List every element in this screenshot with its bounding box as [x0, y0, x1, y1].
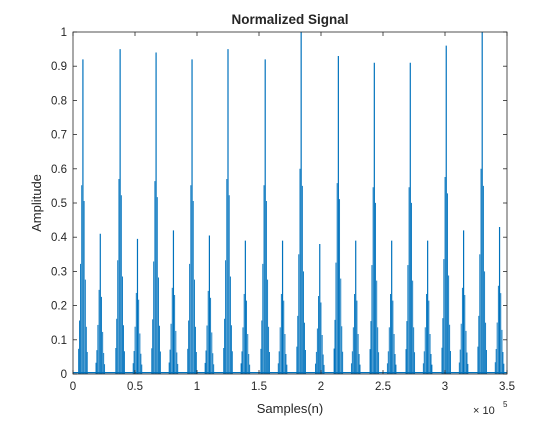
x-exponent-power: 5 [503, 400, 508, 409]
y-tick-label: 0 [61, 369, 67, 381]
y-tick-label: 0.6 [51, 164, 67, 176]
x-tick-label: 0 [70, 381, 76, 393]
signal-series [73, 32, 507, 374]
y-tick-label: 0.7 [51, 130, 67, 142]
y-tick-label: 0.1 [51, 335, 67, 347]
y-tick-label: 1 [61, 27, 67, 39]
y-tick-label: 0.8 [51, 95, 67, 107]
chart-title: Normalized Signal [231, 12, 348, 27]
y-tick-label: 0.3 [51, 266, 67, 278]
y-tick-label: 0.9 [51, 61, 67, 73]
x-tick-label: 0.5 [127, 381, 143, 393]
y-tick-label: 0.2 [51, 301, 67, 313]
y-axis: 0 0.1 0.2 0.3 0.4 0.5 0.6 0.7 0.8 0.9 1 [51, 27, 507, 381]
x-tick-label: 1 [194, 381, 200, 393]
x-tick-label: 1.5 [251, 381, 267, 393]
y-tick-label: 0.4 [51, 232, 68, 244]
y-tick-label: 0.5 [51, 198, 67, 210]
y-axis-label: Amplitude [29, 174, 44, 232]
x-tick-label: 3 [442, 381, 448, 393]
x-tick-label: 2.5 [375, 381, 391, 393]
x-axis: 0 0.5 1 1.5 2 2.5 3 3.5 [70, 32, 515, 393]
x-tick-label: 2 [318, 381, 324, 393]
x-exponent-label: × 10 [473, 405, 495, 417]
plot-area [73, 32, 507, 374]
x-tick-label: 3.5 [499, 381, 515, 393]
x-axis-label: Samples(n) [257, 401, 323, 416]
